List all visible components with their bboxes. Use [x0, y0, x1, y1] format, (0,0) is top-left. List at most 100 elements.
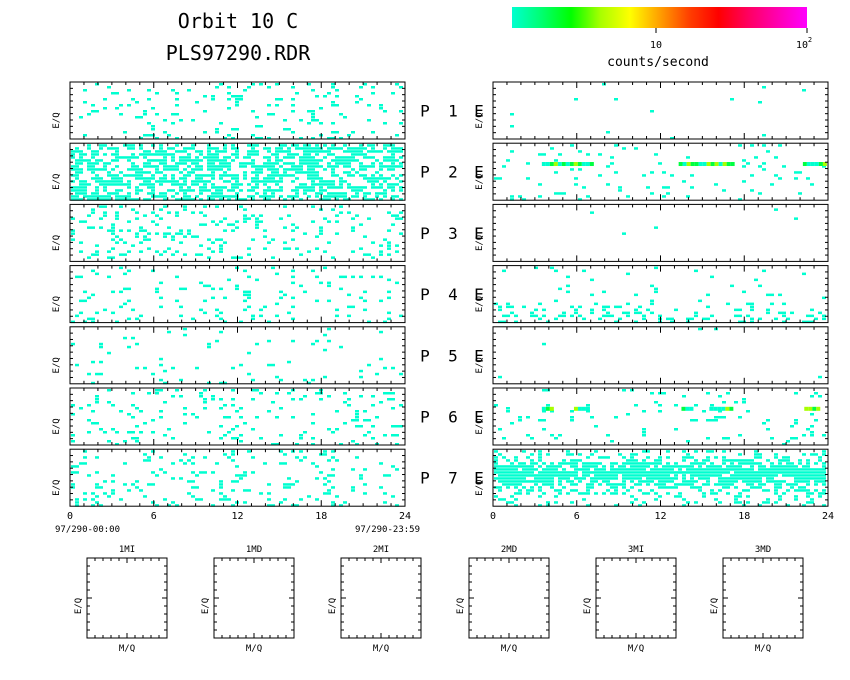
data-cell: [303, 153, 307, 156]
data-cell: [387, 392, 391, 395]
panel-frame: [69, 387, 406, 446]
data-cell: [179, 287, 183, 291]
data-cell: [103, 195, 107, 198]
data-cell: [91, 422, 95, 425]
data-cell: [247, 351, 251, 355]
data-cell: [622, 456, 626, 459]
data-cell: [227, 86, 231, 89]
data-cell: [798, 474, 802, 477]
data-cell: [391, 392, 395, 395]
data-cell: [518, 474, 522, 477]
data-cell: [107, 147, 111, 150]
data-cell: [339, 156, 343, 159]
data-cell: [622, 465, 626, 468]
data-cell: [227, 195, 231, 198]
data-cell: [578, 492, 582, 495]
data-cell: [710, 474, 714, 477]
data-cell: [379, 401, 383, 404]
data-cell: [159, 357, 163, 361]
data-cell: [203, 156, 207, 159]
data-cell: [127, 198, 131, 201]
data-cell: [766, 501, 770, 504]
data-cell: [311, 156, 315, 159]
data-cell: [379, 462, 383, 465]
data-cell: [303, 395, 307, 398]
data-cell: [822, 314, 826, 318]
data-cell: [311, 189, 315, 192]
data-cell: [698, 489, 702, 492]
data-cell: [371, 180, 375, 183]
data-cell: [111, 404, 115, 407]
colorbar-tick-label: 10: [796, 40, 808, 51]
data-cell: [215, 238, 219, 241]
data-cell: [155, 474, 159, 477]
data-cell: [127, 144, 131, 147]
data-cell: [650, 392, 654, 395]
data-cell: [203, 456, 207, 459]
data-cell: [690, 480, 694, 483]
data-cell: [307, 177, 311, 180]
data-cell: [510, 198, 514, 201]
data-cell: [315, 183, 319, 186]
data-cell: [514, 456, 518, 459]
data-cell: [626, 314, 630, 318]
data-cell: [75, 275, 79, 279]
data-cell: [674, 471, 678, 474]
data-cell: [123, 198, 127, 201]
data-cell: [387, 253, 391, 256]
data-cell: [207, 159, 211, 162]
data-cell: [187, 165, 191, 168]
data-cell: [702, 483, 706, 486]
data-cell: [662, 468, 666, 471]
data-cell: [822, 296, 826, 300]
data-cell: [778, 293, 782, 297]
data-cell: [183, 162, 187, 165]
data-cell: [738, 465, 742, 468]
data-cell: [718, 410, 722, 413]
data-cell: [646, 480, 650, 483]
data-cell: [91, 153, 95, 156]
data-cell: [794, 171, 798, 174]
data-cell: [275, 104, 279, 107]
data-cell: [379, 486, 383, 489]
data-cell: [542, 492, 546, 495]
data-cell: [363, 153, 367, 156]
data-cell: [778, 465, 782, 468]
data-cell: [622, 492, 626, 495]
data-cell: [159, 296, 163, 300]
data-cell: [558, 314, 562, 318]
data-cell: [183, 333, 187, 337]
data-cell: [203, 299, 207, 303]
data-cell: [614, 305, 618, 309]
data-cell: [307, 144, 311, 147]
data-cell: [518, 492, 522, 495]
data-cell: [103, 492, 107, 495]
data-cell: [227, 223, 231, 226]
data-cell: [183, 253, 187, 256]
data-cell: [219, 159, 223, 162]
data-cell: [355, 189, 359, 192]
data-cell: [662, 195, 666, 198]
data-cell: [706, 392, 710, 395]
data-cell: [538, 419, 542, 422]
data-cell: [730, 468, 734, 471]
data-cell: [159, 363, 163, 367]
data-cell: [135, 232, 139, 235]
data-cell: [275, 302, 279, 306]
data-cell: [359, 165, 363, 168]
data-cell: [323, 168, 327, 171]
data-cell: [371, 150, 375, 153]
data-cell: [135, 317, 139, 321]
data-cell: [187, 492, 191, 495]
data-cell: [682, 477, 686, 480]
data-cell: [243, 290, 247, 294]
data-cell: [311, 177, 315, 180]
data-cell: [107, 195, 111, 198]
data-cell: [115, 147, 119, 150]
panel-frame: [492, 81, 829, 140]
data-cell: [191, 413, 195, 416]
data-cell: [510, 125, 514, 128]
mq-panel-frame: [468, 557, 550, 639]
data-cell: [387, 290, 391, 294]
row-label-p: P: [420, 163, 430, 182]
